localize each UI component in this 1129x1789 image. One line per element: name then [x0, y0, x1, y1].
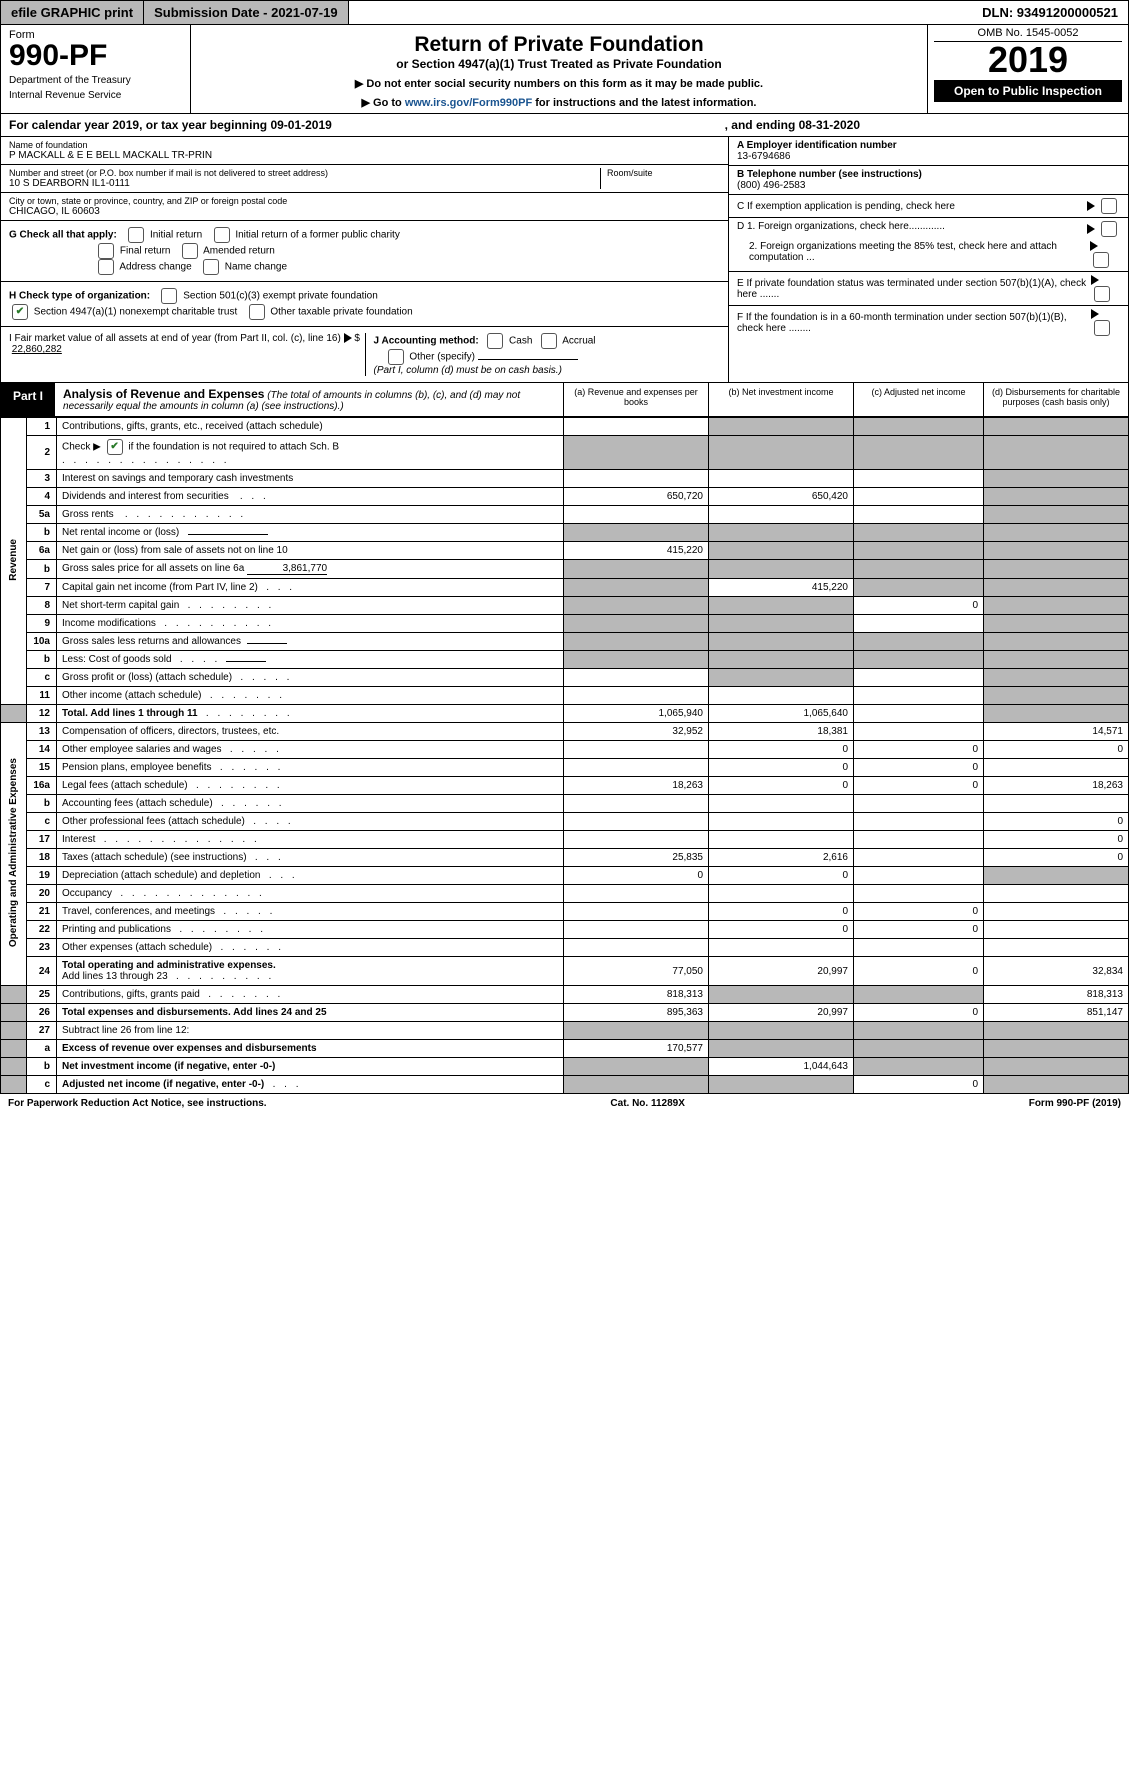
arrow-icon: [1091, 309, 1099, 319]
phone-label: B Telephone number (see instructions): [737, 169, 922, 180]
sch-b-checkbox[interactable]: [107, 439, 123, 455]
foundation-name: P MACKALL & E E BELL MACKALL TR-PRIN: [9, 150, 720, 161]
phone-value: (800) 496-2583: [737, 180, 805, 191]
form-number: 990-PF: [9, 41, 182, 71]
accrual-checkbox[interactable]: [541, 333, 557, 349]
dln-label: DLN: 93491200000521: [972, 1, 1128, 24]
efile-print-button[interactable]: efile GRAPHIC print: [1, 1, 144, 24]
fmv-value: 22,860,282: [12, 344, 62, 355]
expenses-label: Operating and Administrative Expenses: [8, 758, 19, 947]
page-footer: For Paperwork Reduction Act Notice, see …: [0, 1094, 1129, 1113]
amended-return-checkbox[interactable]: [182, 243, 198, 259]
initial-former-checkbox[interactable]: [214, 227, 230, 243]
form-title: Return of Private Foundation: [199, 33, 919, 57]
ij-row: I Fair market value of all assets at end…: [1, 327, 728, 382]
ein-value: 13-6794686: [737, 151, 790, 162]
open-to-public: Open to Public Inspection: [934, 80, 1122, 102]
arrow-icon: [1087, 201, 1095, 211]
col-d-header: (d) Disbursements for charitable purpose…: [983, 383, 1128, 416]
name-label: Name of foundation: [9, 140, 720, 150]
final-return-checkbox[interactable]: [98, 243, 114, 259]
other-taxable-checkbox[interactable]: [249, 304, 265, 320]
col-b-header: (b) Net investment income: [708, 383, 853, 416]
c-checkbox[interactable]: [1101, 198, 1117, 214]
form-footer: Form 990-PF (2019): [1029, 1098, 1121, 1109]
arrow-icon: [344, 333, 352, 343]
501c3-checkbox[interactable]: [161, 288, 177, 304]
part1-tag: Part I: [1, 383, 55, 416]
revenue-label: Revenue: [8, 539, 19, 581]
e-checkbox[interactable]: [1094, 286, 1110, 302]
address-change-checkbox[interactable]: [98, 259, 114, 275]
cash-checkbox[interactable]: [487, 333, 503, 349]
addr-label: Number and street (or P.O. box number if…: [9, 168, 600, 178]
d2-label: 2. Foreign organizations meeting the 85%…: [737, 241, 1090, 268]
4947a1-checkbox[interactable]: [12, 304, 28, 320]
tax-year: 2019: [934, 42, 1122, 78]
irs-label: Internal Revenue Service: [9, 90, 182, 101]
instr-ssn: ▶ Do not enter social security numbers o…: [199, 77, 919, 90]
part1-header: Part I Analysis of Revenue and Expenses …: [0, 383, 1129, 417]
g-row: G Check all that apply: Initial return I…: [1, 221, 728, 282]
form990pf-link[interactable]: www.irs.gov/Form990PF: [405, 97, 532, 109]
name-change-checkbox[interactable]: [203, 259, 219, 275]
other-method-checkbox[interactable]: [388, 349, 404, 365]
col-a-header: (a) Revenue and expenses per books: [563, 383, 708, 416]
col-c-header: (c) Adjusted net income: [853, 383, 983, 416]
dept-label: Department of the Treasury: [9, 75, 182, 86]
submission-date: Submission Date - 2021-07-19: [144, 1, 349, 24]
f-checkbox[interactable]: [1094, 320, 1110, 336]
c-label: C If exemption application is pending, c…: [737, 201, 955, 212]
room-label: Room/suite: [607, 168, 720, 178]
arrow-icon: [1087, 224, 1095, 234]
d2-checkbox[interactable]: [1093, 252, 1109, 268]
street-address: 10 S DEARBORN IL1-0111: [9, 178, 600, 189]
city-state-zip: CHICAGO, IL 60603: [9, 206, 720, 217]
d1-label: D 1. Foreign organizations, check here..…: [737, 221, 945, 237]
calendar-year-row: For calendar year 2019, or tax year begi…: [0, 114, 1129, 137]
d1-checkbox[interactable]: [1101, 221, 1117, 237]
arrow-icon: [1090, 241, 1098, 251]
gross-sales-6a: 3,861,770: [247, 563, 327, 575]
pra-notice: For Paperwork Reduction Act Notice, see …: [8, 1098, 267, 1109]
instr-goto: ▶ Go to www.irs.gov/Form990PF for instru…: [199, 96, 919, 109]
form-subtitle: or Section 4947(a)(1) Trust Treated as P…: [199, 57, 919, 71]
cat-number: Cat. No. 11289X: [610, 1098, 684, 1109]
info-grid: Name of foundation P MACKALL & E E BELL …: [0, 137, 1129, 383]
part1-table: Revenue 1Contributions, gifts, grants, e…: [0, 417, 1129, 1094]
form-header: Form 990-PF Department of the Treasury I…: [0, 25, 1129, 114]
arrow-icon: [1091, 275, 1099, 285]
f-label: F If the foundation is in a 60-month ter…: [737, 312, 1091, 334]
initial-return-checkbox[interactable]: [128, 227, 144, 243]
e-label: E If private foundation status was termi…: [737, 278, 1091, 300]
top-bar: efile GRAPHIC print Submission Date - 20…: [0, 0, 1129, 25]
city-label: City or town, state or province, country…: [9, 196, 720, 206]
ein-label: A Employer identification number: [737, 140, 897, 151]
h-row: H Check type of organization: Section 50…: [1, 282, 728, 327]
